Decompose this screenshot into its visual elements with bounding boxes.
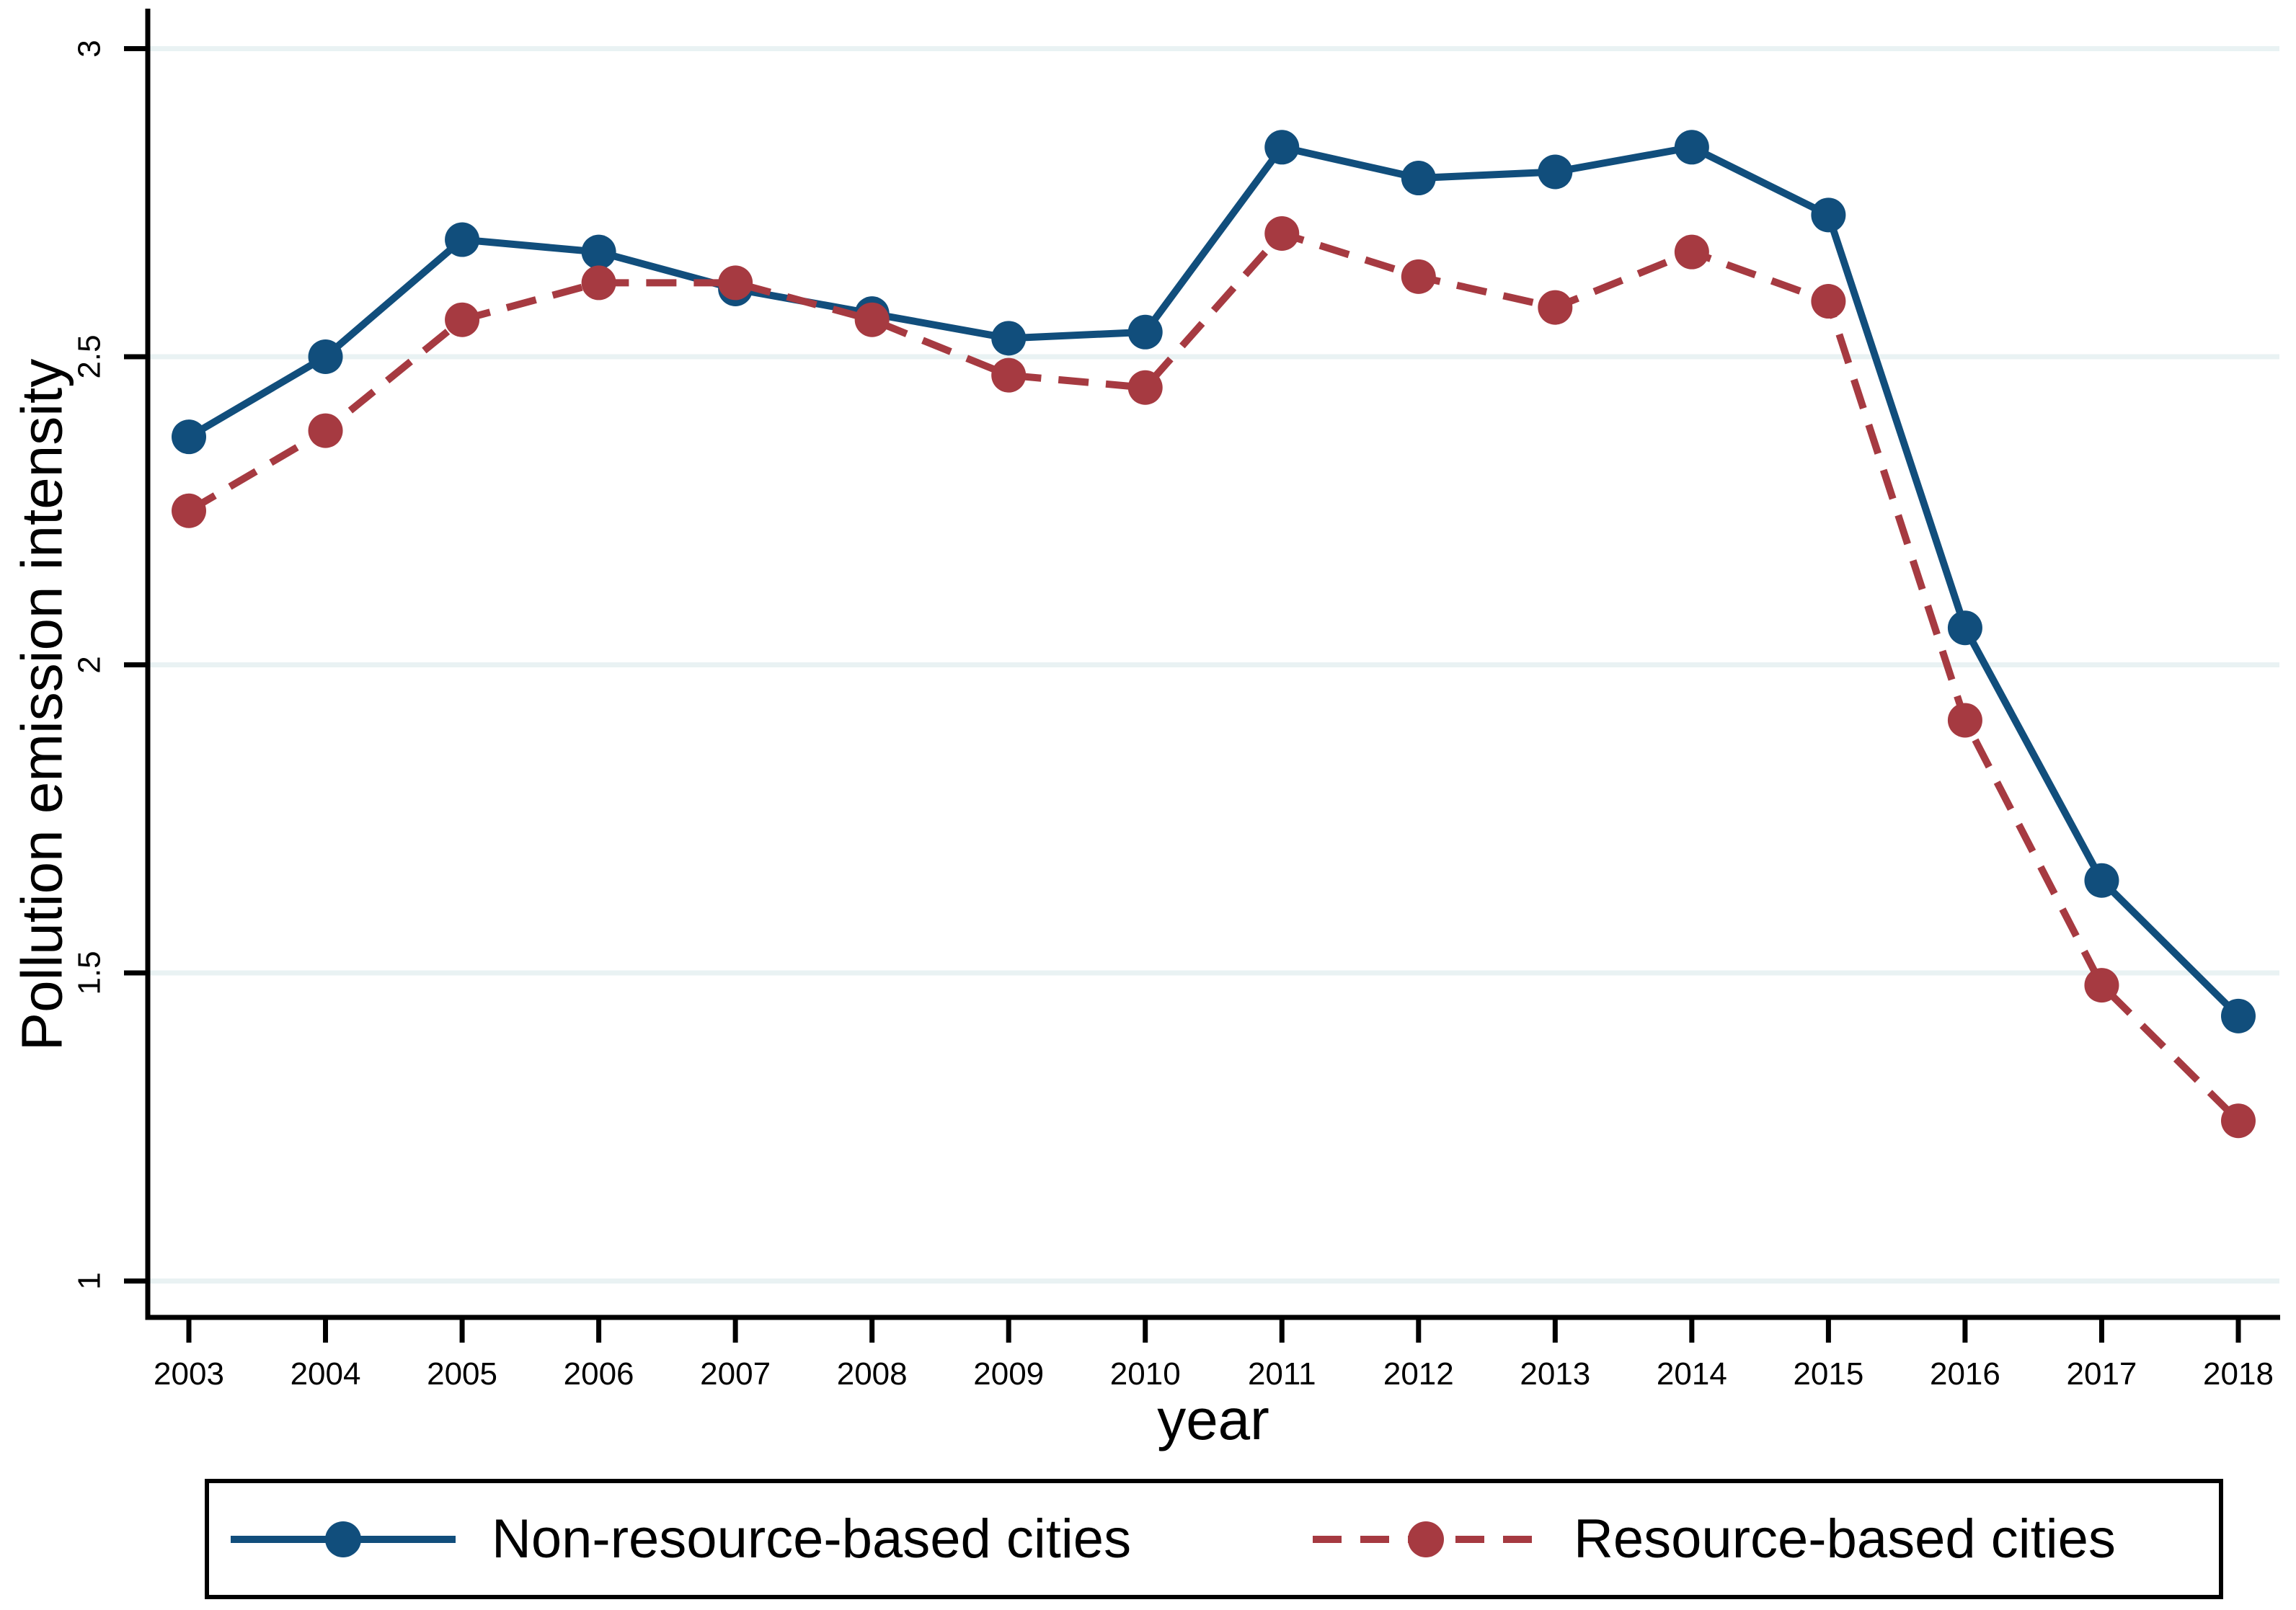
y-tick-label: 3 — [72, 40, 107, 57]
series-line-non-resource — [187, 143, 2241, 1019]
data-point-marker — [1947, 703, 1982, 738]
data-point-marker — [2084, 863, 2119, 898]
x-tick-label: 2006 — [564, 1356, 634, 1392]
legend-label-non-resource: Non-resource-based cities — [492, 1508, 1132, 1570]
data-point-marker — [172, 493, 206, 528]
data-point-marker — [1674, 234, 1709, 270]
x-tick-label: 2016 — [1930, 1356, 2000, 1392]
x-tick-label: 2014 — [1657, 1356, 1727, 1392]
y-tick-label: 1 — [72, 1272, 107, 1289]
data-point-marker — [1401, 161, 1436, 196]
data-point-marker — [991, 321, 1027, 356]
legend-item-non-resource: Non-resource-based cities — [229, 1483, 1131, 1595]
series-layer — [172, 130, 2256, 1139]
y-tick-label: 1.5 — [72, 951, 107, 995]
data-point-marker — [308, 413, 343, 448]
y-tick-label: 2.5 — [72, 334, 107, 378]
data-point-marker — [1127, 314, 1163, 350]
data-point-marker — [445, 222, 480, 257]
x-tick-label: 2010 — [1110, 1356, 1181, 1392]
data-point-marker — [308, 339, 343, 374]
data-point-marker — [1264, 130, 1300, 165]
data-point-marker — [1811, 284, 1846, 319]
data-point-marker — [172, 419, 206, 455]
x-axis-title: year — [1157, 1387, 1269, 1451]
data-point-marker — [1538, 290, 1573, 325]
x-tick-label: 2012 — [1383, 1356, 1454, 1392]
x-tick-label: 2005 — [427, 1356, 497, 1392]
x-tick-label: 2018 — [2203, 1356, 2274, 1392]
data-point-marker — [2084, 968, 2119, 1003]
x-tick-label: 2013 — [1520, 1356, 1590, 1392]
gridlines-layer — [150, 46, 2279, 1284]
x-tick-label: 2009 — [973, 1356, 1044, 1392]
data-point-marker — [1264, 216, 1300, 251]
legend-line-sample-dashed — [1313, 1521, 1539, 1557]
data-point-marker — [581, 234, 616, 270]
data-point-marker — [854, 302, 890, 337]
data-point-marker — [991, 357, 1027, 393]
data-point-marker — [718, 265, 753, 301]
y-tick-label: 2 — [72, 656, 107, 673]
x-tick-label: 2003 — [154, 1356, 224, 1392]
data-point-marker — [445, 302, 480, 337]
legend-marker-circle-navy — [325, 1521, 361, 1557]
data-point-marker — [2220, 1103, 2256, 1139]
y-axis-title: Pollution emission intensity — [10, 359, 74, 1051]
legend-item-resource: Resource-based cities — [1311, 1483, 2116, 1595]
data-point-marker — [1538, 154, 1573, 190]
x-tick-label: 2004 — [291, 1356, 361, 1392]
x-tick-label: 2007 — [700, 1356, 771, 1392]
data-point-marker — [1401, 259, 1436, 294]
legend-label-resource: Resource-based cities — [1574, 1508, 2116, 1570]
x-tick-label: 2008 — [837, 1356, 908, 1392]
x-tick-label: 2017 — [2067, 1356, 2137, 1392]
x-tick-label: 2015 — [1793, 1356, 1863, 1392]
ticks-layer: 1 1.5 2 2.5 3 2003 2004 2005 2006 2007 2008 2009 201… — [72, 40, 2274, 1392]
data-point-marker — [2220, 998, 2256, 1033]
legend-line-sample-solid — [231, 1521, 456, 1557]
legend: Non-resource-based cities Resource-based… — [205, 1479, 2223, 1599]
legend-marker-circle-maroon — [1408, 1521, 1444, 1557]
series-line-resource — [187, 229, 2241, 1124]
data-point-marker — [1127, 370, 1163, 405]
data-point-marker — [1674, 130, 1709, 165]
data-point-marker — [1811, 197, 1846, 233]
data-point-marker — [1947, 610, 1982, 646]
data-point-marker — [581, 265, 616, 301]
x-tick-label: 2011 — [1248, 1356, 1316, 1392]
